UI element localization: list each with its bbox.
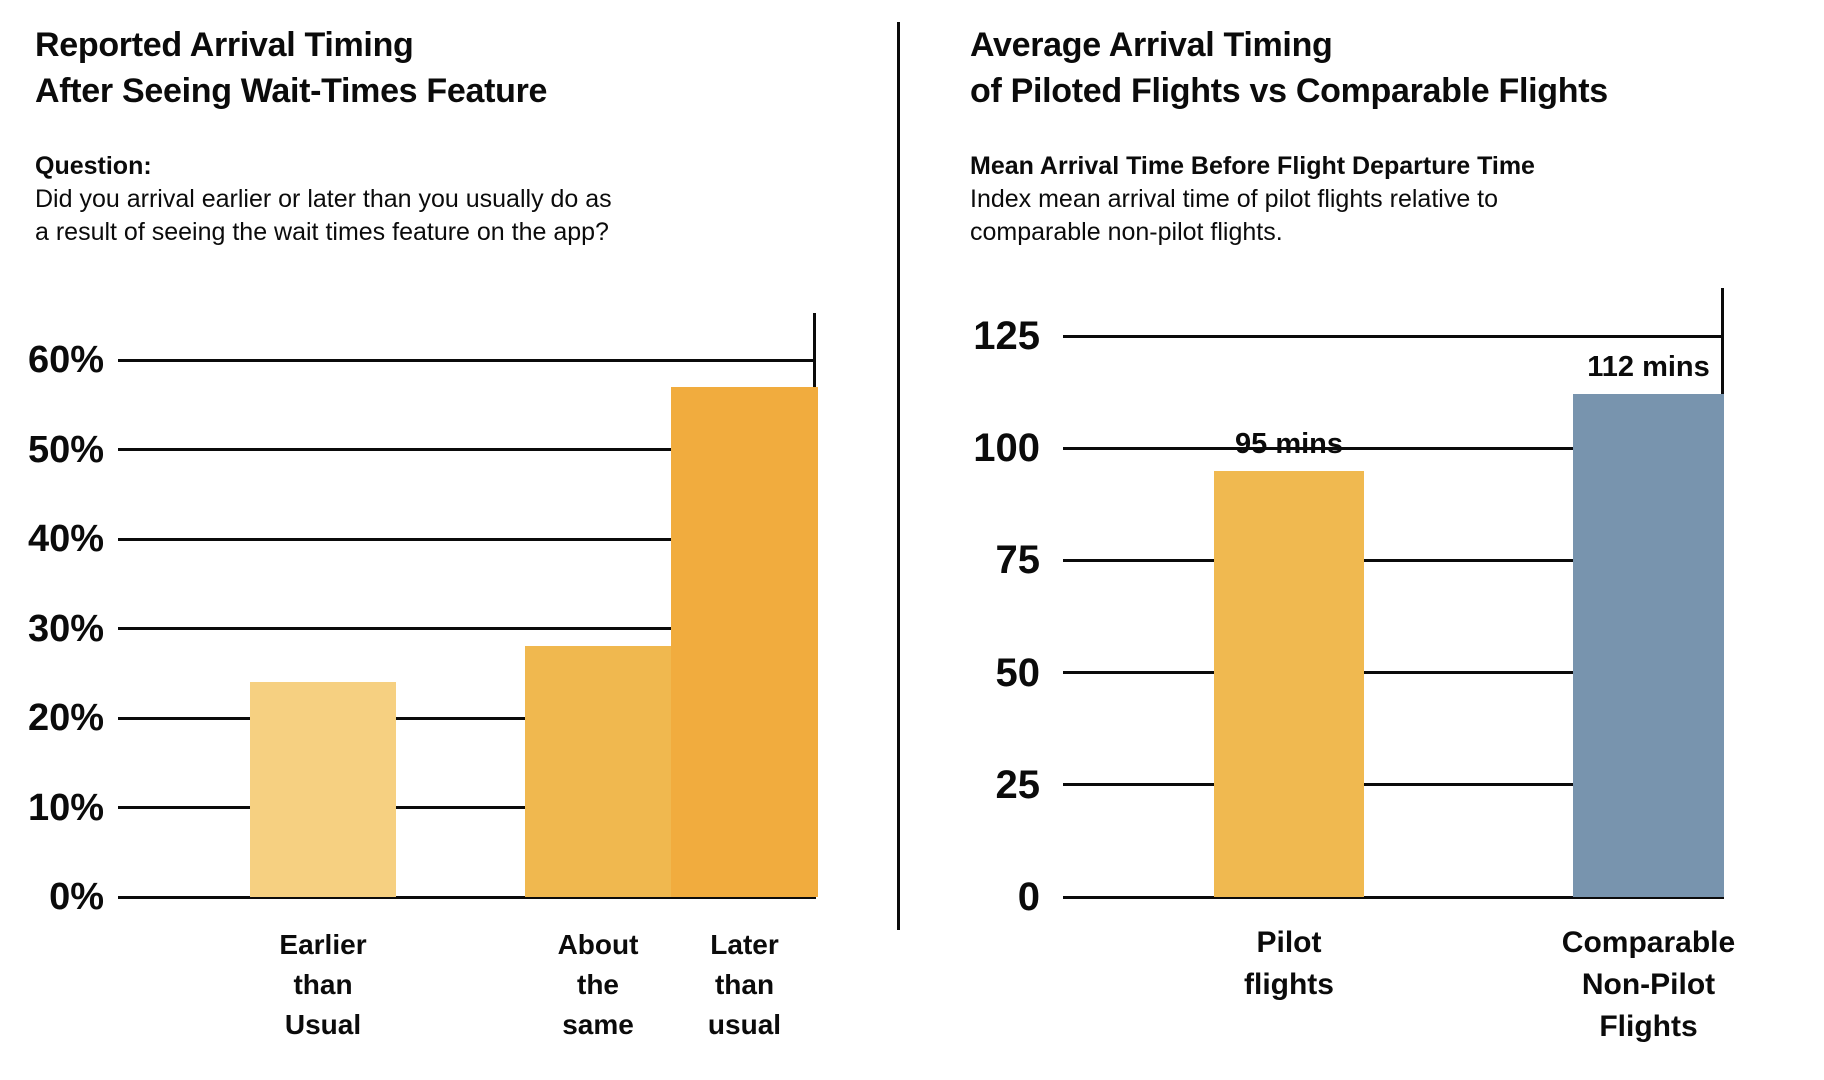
right-chart-title: Average Arrival Timing of Piloted Flight… [970, 22, 1608, 114]
gridline-50 [1063, 671, 1724, 675]
x-axis-label-earlier-than-usual: Usual [284, 1009, 362, 1040]
left-chart-title: Reported Arrival Timing After Seeing Wai… [35, 22, 547, 114]
x-axis-label-earlier-than-usual: Earlier [279, 929, 367, 960]
bar-later-than-usual [671, 386, 818, 897]
gridline-60 [118, 358, 816, 362]
x-axis-label-pilot-flights: flights [1244, 968, 1334, 1001]
gridline-40 [118, 537, 816, 541]
gridline-20 [118, 716, 816, 720]
y-axis-tick-label: 50 [995, 650, 1041, 695]
question-line-2: a result of seeing the wait times featur… [35, 218, 609, 246]
y-axis-tick-label: 75 [995, 538, 1041, 583]
gridline-30 [118, 627, 816, 630]
gridline-0 [118, 895, 816, 899]
y-axis-tick-label: 100 [973, 426, 1040, 471]
bar-about-the-same [525, 646, 671, 897]
y-axis-tick-label: 60% [27, 339, 104, 381]
right-chart-title-line-2: of Piloted Flights vs Comparable Flights [970, 72, 1608, 110]
right-chart-subtitle: Mean Arrival Time Before Flight Departur… [970, 150, 1535, 249]
x-axis-label-comparable-non-pilot-flights: Non-Pilot [1581, 968, 1716, 1001]
y-axis-tick-label: 30% [27, 607, 104, 650]
bar-value-label-comparable-non-pilot-flights: 112 mins [1587, 351, 1710, 384]
y-axis-tick-label: 25 [995, 762, 1041, 807]
right-axis-tick [813, 313, 816, 387]
subtitle-line-2: comparable non-pilot flights. [970, 218, 1283, 246]
right-chart-title-line-1: Average Arrival Timing [970, 26, 1333, 64]
gridline-125 [1063, 334, 1724, 338]
left-chart-question: Question: Did you arrival earlier or lat… [35, 150, 612, 249]
bar-pilot-flights [1214, 470, 1364, 897]
x-axis-label-later-than-usual: Later [710, 929, 779, 960]
x-axis-label-about-the-same: About [557, 929, 639, 960]
x-axis-label-pilot-flights: Pilot [1256, 926, 1322, 959]
y-axis-tick-label: 50% [27, 428, 104, 471]
y-axis-tick-label: 10% [27, 786, 104, 829]
question-line-1: Did you arrival earlier or later than yo… [35, 185, 612, 213]
y-axis-tick-label: 0 [1017, 875, 1040, 919]
x-axis-label-earlier-than-usual: than [293, 969, 353, 1000]
x-axis-label-comparable-non-pilot-flights: Comparable [1561, 926, 1736, 959]
left-chart-title-line-1: Reported Arrival Timing [35, 26, 414, 64]
subtitle-label: Mean Arrival Time Before Flight Departur… [970, 152, 1535, 180]
gridline-75 [1063, 558, 1724, 562]
subtitle-line-1: Index mean arrival time of pilot flights… [970, 185, 1499, 213]
gridline-10 [118, 806, 816, 809]
y-axis-tick-label: 125 [973, 314, 1040, 358]
gridline-25 [1063, 783, 1724, 787]
panel-divider [897, 22, 900, 930]
gridline-0 [1063, 895, 1724, 899]
y-axis-tick-label: 0% [49, 876, 104, 918]
x-axis-label-later-than-usual: usual [707, 1009, 782, 1040]
x-axis-label-about-the-same: the [577, 969, 619, 1000]
question-label: Question: [35, 152, 152, 180]
gridline-50 [118, 448, 816, 451]
right-axis-tick [1721, 288, 1724, 395]
bar-comparable-non-pilot-flights [1573, 394, 1724, 897]
y-axis-tick-label: 20% [27, 697, 104, 739]
x-axis-label-comparable-non-pilot-flights: Flights [1599, 1010, 1698, 1043]
left-chart-title-line-2: After Seeing Wait-Times Feature [35, 72, 548, 110]
gridline-100 [1063, 446, 1724, 450]
x-axis-label-later-than-usual: than [714, 969, 775, 1000]
x-axis-label-about-the-same: same [562, 1009, 634, 1040]
y-axis-tick-label: 40% [27, 518, 104, 560]
bar-value-label-pilot-flights: 95 mins [1235, 427, 1343, 460]
bar-earlier-than-usual [250, 682, 396, 897]
